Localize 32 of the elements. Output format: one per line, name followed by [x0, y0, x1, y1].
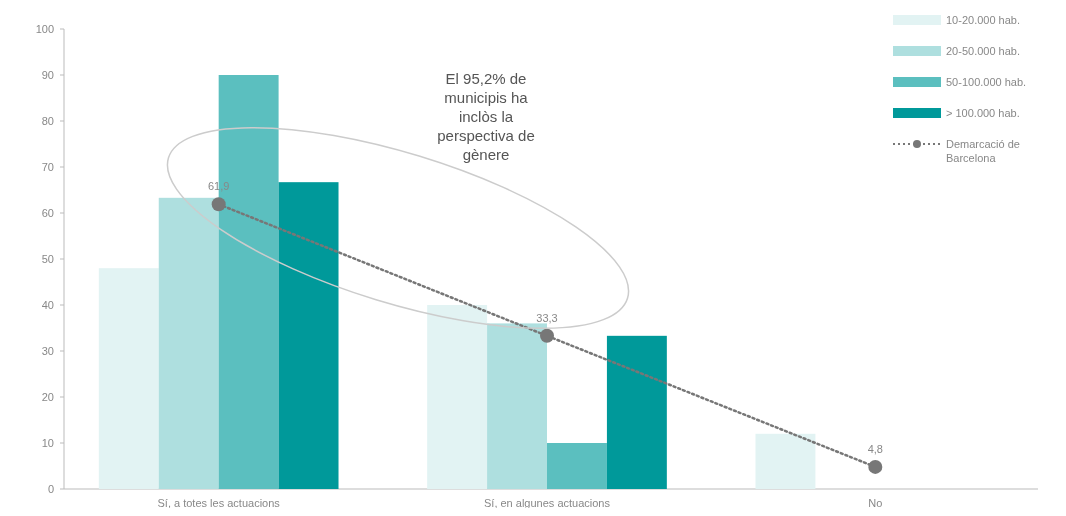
bar	[755, 433, 816, 489]
y-tick-label: 70	[41, 161, 54, 173]
y-tick-label: 90	[41, 69, 54, 81]
legend-label: 50-100.000 hab.	[946, 76, 1027, 88]
legend-label: 10-20.000 hab.	[946, 14, 1021, 26]
legend-label: > 100.000 hab.	[946, 107, 1020, 119]
y-tick-label: 60	[41, 207, 54, 219]
annotation: El 95,2% de municipis ha inclòs la perspectiva de gènere	[437, 70, 535, 163]
y-tick-label: 20	[41, 391, 54, 403]
y-tick-label: 0	[47, 483, 54, 495]
data-label: 4,8	[867, 442, 883, 455]
bar	[98, 268, 159, 489]
point	[211, 197, 226, 212]
bar	[278, 182, 339, 489]
bar	[158, 197, 219, 489]
y-tick-label: 80	[41, 115, 54, 127]
point	[868, 459, 883, 474]
x-tick-label: Sí, a totes les actuacions	[157, 497, 281, 509]
bar	[547, 443, 607, 489]
bar	[427, 305, 488, 489]
legend-label: 20-50.000 hab.	[946, 45, 1021, 57]
bar	[487, 323, 547, 489]
point	[540, 328, 554, 343]
y-tick-label: 100	[35, 23, 54, 35]
legend-label: Demarcació de Barcelona	[946, 138, 1020, 164]
y-tick-label: 30	[41, 345, 54, 357]
x-tick-label: No	[868, 497, 883, 509]
bar	[606, 335, 667, 489]
y-tick-label: 40	[41, 299, 54, 311]
y-tick-label: 10	[41, 437, 54, 449]
y-tick-label: 50	[41, 253, 54, 265]
data-label: 33,3	[536, 311, 558, 324]
